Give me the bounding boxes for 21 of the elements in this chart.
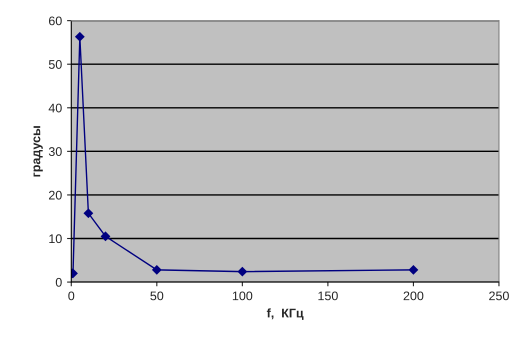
y-tick-label: 0: [56, 278, 62, 287]
y-tick-label: 50: [48, 60, 62, 69]
point: [84, 208, 94, 218]
y-tick-label: 60: [48, 16, 62, 26]
x-tick-label: 50: [150, 291, 164, 300]
x-tick-label: 100: [232, 291, 252, 300]
point: [408, 265, 418, 275]
y-tick-label: 30: [48, 147, 62, 156]
x-tick-label: 200: [404, 291, 424, 300]
x-tick-label: 150: [318, 291, 338, 300]
y-axis-title: градусы: [33, 126, 43, 177]
point: [100, 232, 110, 241]
y-tick-label: 40: [48, 104, 62, 112]
x-tick-label: 0: [68, 291, 74, 300]
point: [238, 267, 247, 276]
point: [75, 32, 84, 42]
x-tick-label: 250: [489, 291, 509, 300]
point: [152, 265, 162, 275]
y-tick-label: 10: [49, 234, 62, 244]
x-axis-title: f, КГц: [266, 308, 304, 320]
y-tick-label: 20: [48, 190, 62, 200]
